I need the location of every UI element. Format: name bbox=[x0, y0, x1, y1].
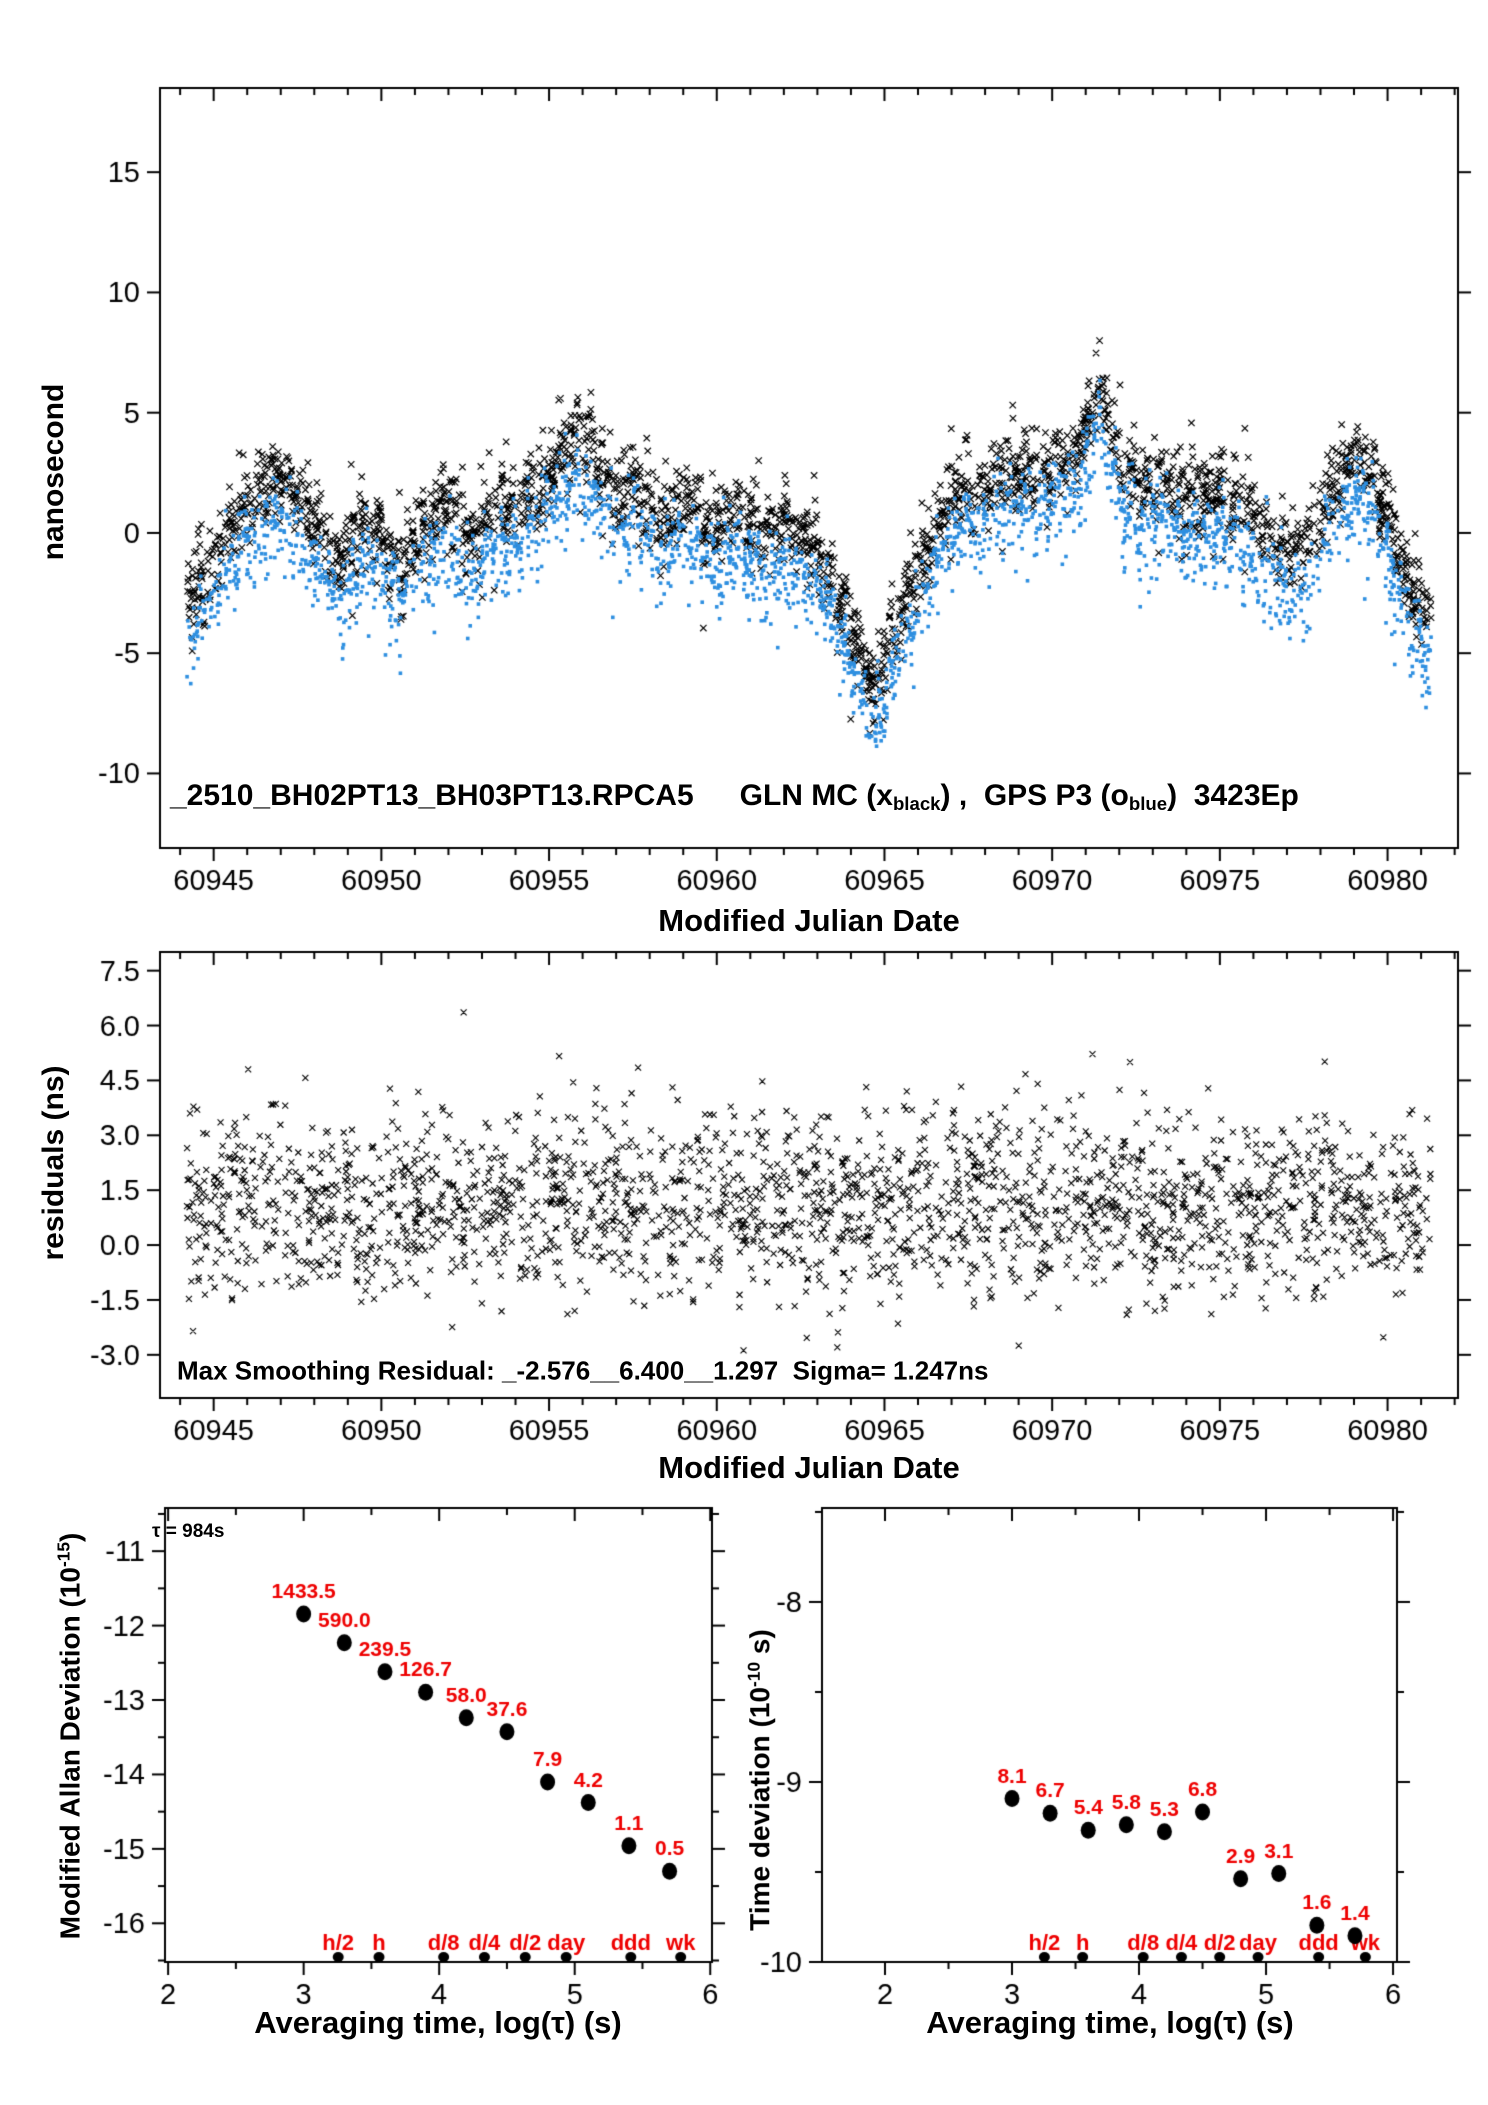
panel1-title-epochs: ) 3423Ep bbox=[1167, 778, 1299, 812]
panel1-title-file: _2510_BH02PT13_BH03PT13.RPCA5 bbox=[170, 778, 694, 812]
panel4-y-axis-title-base: Time deviation (10 bbox=[744, 1686, 776, 1931]
panel3-x-axis-title: Averaging time, log(τ) (s) bbox=[254, 2005, 622, 2040]
panel3-y-axis-title: Modified Allan Deviation (10-15) bbox=[54, 1533, 87, 1940]
panel4-y-axis-title-close: s) bbox=[744, 1629, 776, 1662]
panel1-title-gln: GLN MC (x bbox=[739, 778, 893, 812]
panel3-y-axis-title-close: ) bbox=[54, 1532, 86, 1542]
panel1-title: _2510_BH02PT13_BH03PT13.RPCA5 GLN MC (xbl… bbox=[170, 779, 1299, 815]
panel2-residual-note: Max Smoothing Residual: _-2.576__6.400__… bbox=[177, 1355, 989, 1386]
panel2-x-axis-title: Modified Julian Date bbox=[658, 1450, 960, 1485]
panel1-y-axis-title: nanosecond bbox=[37, 384, 71, 561]
panel3-y-axis-title-exponent: -15 bbox=[53, 1541, 74, 1568]
panel3-y-axis-title-base: Modified Allan Deviation (10 bbox=[54, 1567, 86, 1940]
panel1-title-sub-black: black bbox=[892, 793, 941, 815]
panel3-tau-annotation: τ = 984s bbox=[152, 1521, 225, 1542]
panel1-y-axis-title-text: nanosecond bbox=[37, 383, 70, 561]
panel1-title-gps: ) , GPS P3 (o bbox=[940, 778, 1129, 812]
panel1-x-axis-title: Modified Julian Date bbox=[658, 903, 960, 938]
panel4-x-axis-title: Averaging time, log(τ) (s) bbox=[926, 2005, 1294, 2040]
panel2-y-axis-title: residuals (ns) bbox=[37, 1065, 71, 1260]
panel1-title-sub-blue: blue bbox=[1128, 793, 1168, 815]
panel4-y-axis-title-exponent: -10 bbox=[743, 1661, 764, 1687]
panel2-y-axis-title-text: residuals (ns) bbox=[37, 1065, 70, 1261]
panel4-y-axis-title: Time deviation (10-10 s) bbox=[744, 1629, 777, 1931]
